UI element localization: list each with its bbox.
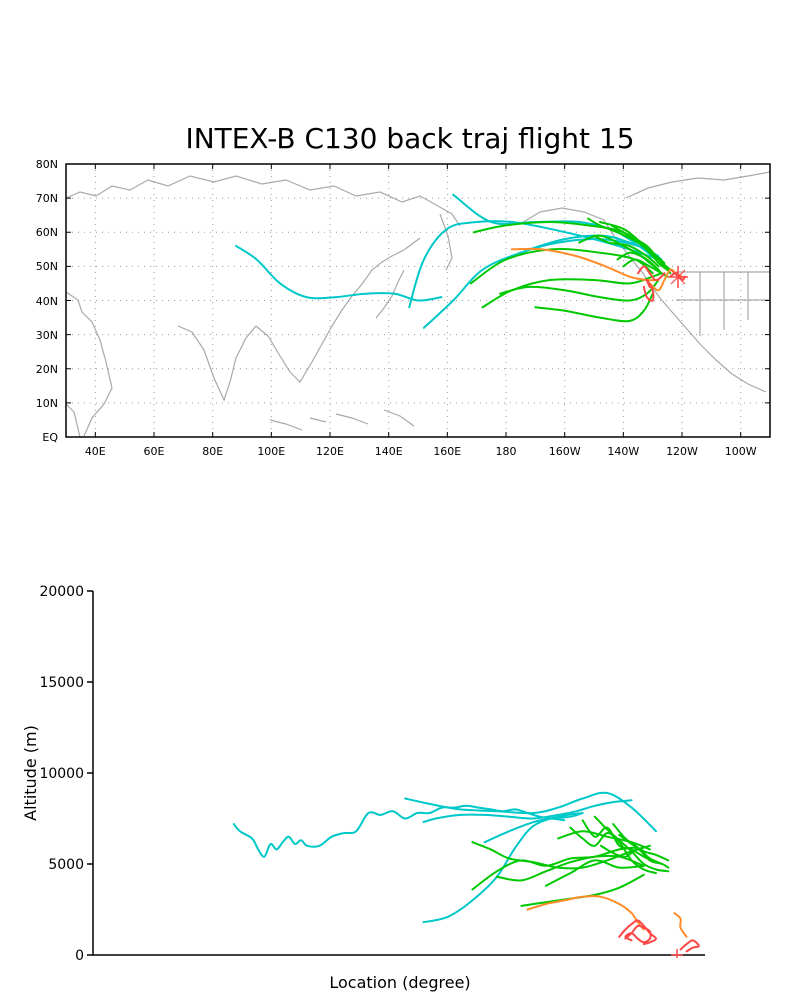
map-trajectory-line [587, 217, 669, 271]
y-tick-label: 40N [36, 295, 58, 308]
map-trajectory-line [610, 224, 672, 275]
map-trajectory-line [616, 251, 660, 271]
altitude-flight-marker [671, 949, 683, 958]
y-tick-label: 15000 [39, 675, 84, 691]
x-tick-label: 80E [202, 445, 223, 458]
y-tick-label: 70N [36, 192, 58, 205]
coast-indonesia [269, 409, 415, 431]
altitude-trajectory-line [624, 924, 652, 944]
x-tick-label: 100E [257, 445, 285, 458]
map-panel: 40E 60E 80E 100E 120E 140E 160E 180 160W… [36, 158, 771, 458]
altitude-trajectory-line [404, 791, 657, 833]
map-trajectory-line [593, 234, 660, 268]
altitude-tick-marks [87, 590, 93, 956]
coast-japan [375, 269, 405, 319]
coast-china [255, 237, 421, 383]
y-tick-label: 10N [36, 397, 58, 410]
x-tick-label: 140E [375, 445, 403, 458]
x-axis-label: Location (degree) [329, 973, 470, 992]
altitude-trajectory-line [526, 895, 645, 931]
altitude-trajectory-line [483, 812, 584, 844]
x-tick-label: 120E [316, 445, 344, 458]
y-tick-label: 50N [36, 260, 58, 273]
map-trajectory-line [499, 279, 660, 302]
x-tick-label: 180 [496, 445, 517, 458]
altitude-trajectory-line [471, 846, 639, 891]
x-tick-label: 120W [666, 445, 698, 458]
map-x-ticks: 40E 60E 80E 100E 120E 140E 160E 180 160W… [85, 445, 757, 458]
y-tick-label: 20N [36, 363, 58, 376]
y-tick-label: 5000 [48, 857, 84, 873]
coast-india [177, 325, 257, 402]
x-tick-label: 140W [607, 445, 639, 458]
x-tick-label: 100W [725, 445, 757, 458]
y-tick-label: 0 [75, 948, 84, 964]
y-tick-label: EQ [42, 431, 58, 444]
altitude-trajectory-line [422, 799, 633, 824]
altitude-trajectory-line [593, 815, 670, 873]
y-tick-label: 20000 [39, 584, 84, 600]
altitude-trajectory-line [673, 912, 688, 938]
altitude-panel: 0 5000 10000 15000 20000 Altitude (m) Lo… [21, 584, 705, 992]
altitude-trajectories [232, 791, 700, 953]
altitude-trajectory-line [600, 844, 664, 865]
altitude-trajectory-line [471, 841, 651, 870]
x-tick-label: 160E [433, 445, 461, 458]
map-trajectory-line [637, 265, 666, 282]
y-axis-label: Altitude (m) [21, 725, 40, 821]
y-tick-label: 10000 [39, 766, 84, 782]
altitude-trajectory-line [581, 819, 657, 864]
chart-title: INTEX-B C130 back traj flight 15 [185, 122, 634, 155]
x-tick-label: 160W [549, 445, 581, 458]
altitude-trajectory-line [618, 919, 657, 946]
map-trajectories [235, 193, 686, 329]
altitude-trajectory-line [612, 823, 670, 869]
y-tick-label: 30N [36, 329, 58, 342]
map-tick-marks [66, 163, 770, 438]
coast-kamchatka [439, 213, 453, 271]
y-tick-label: 60N [36, 226, 58, 239]
y-tick-label: 80N [36, 158, 58, 171]
coast-canada-arctic [625, 171, 771, 199]
map-trajectory-line [534, 292, 654, 323]
altitude-trajectory-line [544, 859, 645, 887]
x-tick-label: 60E [144, 445, 165, 458]
flight-location-marker [668, 266, 688, 288]
altitude-y-ticks: 0 5000 10000 15000 20000 [39, 584, 84, 964]
altitude-trajectory-line [520, 873, 645, 907]
map-y-ticks: EQ 10N 20N 30N 40N 50N 60N 70N 80N [36, 158, 59, 444]
x-tick-label: 40E [85, 445, 106, 458]
coast-africa [65, 291, 113, 438]
altitude-trajectory-line [679, 939, 700, 953]
coast-us-borders [676, 271, 770, 336]
coast-alaska [519, 207, 627, 253]
map-trajectory-line [642, 278, 655, 302]
altitude-trajectory-line [618, 833, 670, 862]
map-trajectory-line [408, 220, 660, 309]
